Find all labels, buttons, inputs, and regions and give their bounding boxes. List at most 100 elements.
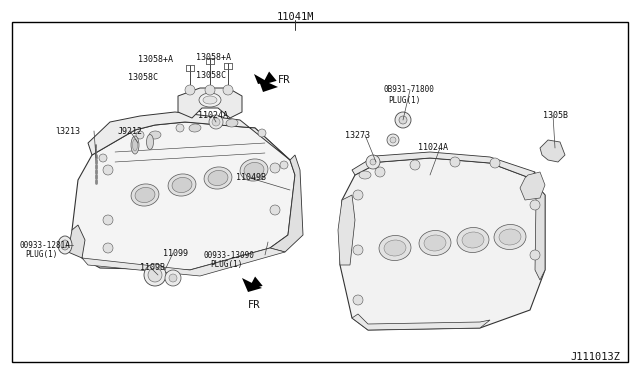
Text: PLUG(1): PLUG(1) bbox=[388, 96, 420, 105]
Circle shape bbox=[490, 158, 500, 168]
Text: 13058+A: 13058+A bbox=[196, 52, 231, 61]
Polygon shape bbox=[520, 172, 545, 200]
Polygon shape bbox=[242, 278, 262, 292]
Text: 1109B: 1109B bbox=[140, 263, 165, 272]
Circle shape bbox=[169, 274, 177, 282]
Ellipse shape bbox=[379, 235, 411, 260]
Text: 13058C: 13058C bbox=[196, 71, 226, 80]
Text: 13273: 13273 bbox=[345, 131, 370, 140]
Ellipse shape bbox=[131, 184, 159, 206]
Ellipse shape bbox=[131, 136, 139, 154]
Text: 11099: 11099 bbox=[163, 248, 188, 257]
Polygon shape bbox=[352, 314, 490, 330]
Ellipse shape bbox=[168, 174, 196, 196]
Ellipse shape bbox=[384, 240, 406, 256]
Text: FR: FR bbox=[278, 75, 291, 85]
Circle shape bbox=[103, 165, 113, 175]
Ellipse shape bbox=[457, 228, 489, 253]
Circle shape bbox=[387, 134, 399, 146]
Circle shape bbox=[390, 137, 396, 143]
Ellipse shape bbox=[240, 159, 268, 181]
Ellipse shape bbox=[172, 177, 192, 193]
Ellipse shape bbox=[244, 163, 264, 177]
Circle shape bbox=[136, 131, 144, 139]
Text: 11024A: 11024A bbox=[198, 110, 228, 119]
Circle shape bbox=[530, 250, 540, 260]
Circle shape bbox=[212, 118, 220, 126]
Polygon shape bbox=[254, 74, 268, 84]
Circle shape bbox=[223, 85, 233, 95]
Polygon shape bbox=[178, 88, 242, 118]
Circle shape bbox=[185, 85, 195, 95]
Polygon shape bbox=[352, 152, 535, 178]
Circle shape bbox=[410, 160, 420, 170]
Polygon shape bbox=[72, 122, 295, 270]
Text: 11049B: 11049B bbox=[236, 173, 266, 183]
Ellipse shape bbox=[199, 93, 221, 107]
Ellipse shape bbox=[419, 231, 451, 256]
Ellipse shape bbox=[203, 96, 217, 104]
Circle shape bbox=[176, 124, 184, 132]
Ellipse shape bbox=[359, 171, 371, 179]
Ellipse shape bbox=[135, 187, 155, 203]
Circle shape bbox=[99, 154, 107, 162]
Ellipse shape bbox=[61, 240, 69, 250]
Ellipse shape bbox=[499, 229, 521, 245]
Text: PLUG(1): PLUG(1) bbox=[210, 260, 243, 269]
Circle shape bbox=[270, 205, 280, 215]
Circle shape bbox=[370, 159, 376, 165]
Circle shape bbox=[353, 190, 363, 200]
Ellipse shape bbox=[226, 119, 238, 127]
Polygon shape bbox=[340, 158, 545, 330]
Circle shape bbox=[395, 112, 411, 128]
Ellipse shape bbox=[149, 131, 161, 139]
Circle shape bbox=[353, 295, 363, 305]
Ellipse shape bbox=[204, 167, 232, 189]
Circle shape bbox=[280, 161, 288, 169]
Text: J111013Z: J111013Z bbox=[570, 352, 620, 362]
Circle shape bbox=[270, 163, 280, 173]
Polygon shape bbox=[530, 172, 545, 280]
Ellipse shape bbox=[424, 235, 446, 251]
Circle shape bbox=[366, 155, 380, 169]
Text: 11024A: 11024A bbox=[418, 144, 448, 153]
Polygon shape bbox=[270, 155, 303, 252]
Circle shape bbox=[450, 157, 460, 167]
Circle shape bbox=[530, 200, 540, 210]
Text: 0B931-71800: 0B931-71800 bbox=[384, 86, 435, 94]
Polygon shape bbox=[258, 78, 278, 92]
Circle shape bbox=[209, 115, 223, 129]
Ellipse shape bbox=[147, 135, 154, 150]
Polygon shape bbox=[262, 71, 276, 85]
Circle shape bbox=[148, 268, 162, 282]
Circle shape bbox=[103, 243, 113, 253]
Circle shape bbox=[399, 116, 407, 124]
Text: 00933-1281A: 00933-1281A bbox=[20, 241, 71, 250]
Text: 13058C: 13058C bbox=[128, 74, 158, 83]
Ellipse shape bbox=[462, 232, 484, 248]
Text: J9212: J9212 bbox=[118, 126, 143, 135]
Polygon shape bbox=[68, 225, 85, 258]
Polygon shape bbox=[540, 140, 565, 162]
Text: 13058+A: 13058+A bbox=[138, 55, 173, 64]
Circle shape bbox=[258, 129, 266, 137]
Polygon shape bbox=[82, 248, 285, 276]
Circle shape bbox=[353, 245, 363, 255]
Text: PLUG(1): PLUG(1) bbox=[25, 250, 58, 260]
Polygon shape bbox=[88, 112, 290, 160]
Ellipse shape bbox=[494, 224, 526, 250]
Ellipse shape bbox=[58, 236, 72, 254]
Circle shape bbox=[375, 167, 385, 177]
Text: 11041M: 11041M bbox=[276, 12, 314, 22]
Polygon shape bbox=[338, 195, 355, 265]
Circle shape bbox=[165, 270, 181, 286]
Text: l3213: l3213 bbox=[55, 126, 80, 135]
Circle shape bbox=[205, 85, 215, 95]
Ellipse shape bbox=[132, 139, 138, 151]
Polygon shape bbox=[248, 276, 262, 290]
Text: FR: FR bbox=[248, 300, 260, 310]
Ellipse shape bbox=[189, 124, 201, 132]
Circle shape bbox=[144, 264, 166, 286]
Ellipse shape bbox=[208, 170, 228, 186]
Circle shape bbox=[103, 215, 113, 225]
